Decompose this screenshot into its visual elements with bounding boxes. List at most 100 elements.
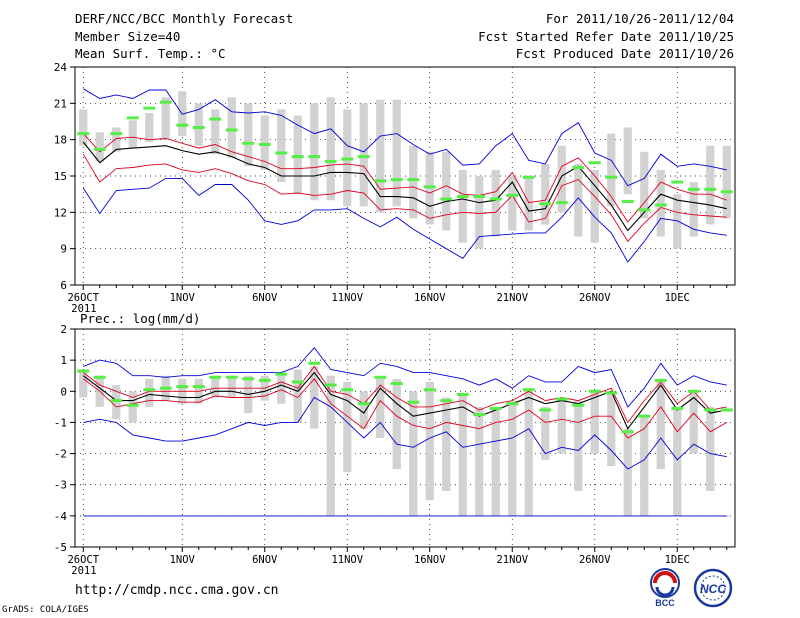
x-tick-label: 6NOV bbox=[252, 292, 278, 304]
ensemble-marker bbox=[539, 408, 552, 412]
range-bar bbox=[128, 391, 137, 423]
y-tick-label: 0 bbox=[60, 385, 67, 398]
ensemble-marker bbox=[291, 155, 304, 159]
range-bar bbox=[673, 406, 682, 516]
range-bar bbox=[409, 145, 418, 219]
ensemble-marker bbox=[390, 178, 403, 182]
ensemble-marker bbox=[555, 201, 568, 205]
ensemble-marker bbox=[357, 155, 370, 159]
range-bar bbox=[244, 103, 253, 167]
x-tick-label: 26OCT bbox=[67, 554, 99, 566]
bcc-logo-text: BCC bbox=[655, 598, 675, 608]
ensemble-marker bbox=[159, 100, 172, 104]
ensemble-marker bbox=[687, 389, 700, 393]
ensemble-marker bbox=[374, 179, 387, 183]
ensemble-marker bbox=[621, 430, 634, 434]
series-line-ensemble-mean bbox=[82, 141, 727, 232]
ensemble-marker bbox=[440, 197, 453, 201]
ensemble-marker bbox=[506, 402, 519, 406]
range-bar bbox=[359, 103, 368, 207]
range-bar bbox=[277, 109, 286, 183]
ensemble-marker bbox=[489, 197, 502, 201]
x-tick-label: 16NOV bbox=[414, 554, 446, 566]
range-bar bbox=[293, 115, 302, 195]
series-line-lower-spread bbox=[82, 153, 727, 243]
ensemble-marker bbox=[390, 382, 403, 385]
ensemble-marker bbox=[258, 378, 271, 382]
range-bar bbox=[79, 109, 88, 146]
range-bar bbox=[310, 103, 319, 201]
variable-label: Mean Surf. Temp.: °C bbox=[75, 46, 226, 61]
range-bar bbox=[326, 375, 335, 516]
range-bar bbox=[95, 132, 104, 162]
range-bar bbox=[541, 163, 550, 225]
ensemble-marker bbox=[324, 383, 337, 387]
ncc-logo-icon: NCC bbox=[693, 568, 733, 608]
ensemble-marker bbox=[687, 187, 700, 191]
range-bar bbox=[689, 391, 698, 454]
ensemble-marker bbox=[225, 128, 238, 132]
ensemble-marker bbox=[209, 375, 222, 379]
ensemble-marker bbox=[588, 161, 601, 165]
ensemble-marker bbox=[93, 375, 106, 379]
ensemble-marker bbox=[242, 141, 255, 145]
x-tick-label: 26OCT bbox=[67, 292, 99, 304]
range-bar bbox=[607, 133, 616, 207]
series-line-minimum bbox=[82, 177, 727, 263]
range-bar bbox=[541, 406, 550, 460]
ensemble-marker bbox=[126, 403, 139, 407]
series-line-upper-spread bbox=[82, 133, 727, 223]
range-bar bbox=[722, 515, 731, 517]
y-tick-label: 1 bbox=[60, 354, 67, 367]
range-bar bbox=[376, 99, 385, 213]
member-size: Member Size=40 bbox=[75, 29, 181, 44]
ensemble-marker bbox=[242, 377, 255, 381]
range-bar bbox=[227, 375, 236, 398]
ensemble-marker bbox=[654, 378, 667, 382]
range-bar bbox=[574, 400, 583, 491]
ensemble-marker bbox=[456, 195, 469, 199]
range-bar bbox=[656, 169, 665, 237]
y-tick-label: -3 bbox=[54, 479, 67, 492]
forecast-period: For 2011/10/26-2011/12/04 bbox=[545, 11, 734, 26]
grads-credit: GrADS: COLA/IGES bbox=[2, 605, 89, 615]
chart-title: DERF/NCC/BCC Monthly Forecast bbox=[75, 11, 294, 26]
ensemble-marker bbox=[176, 385, 189, 389]
range-bar bbox=[112, 127, 121, 152]
y-tick-label: 18 bbox=[54, 134, 67, 147]
x-tick-label: 21NOV bbox=[496, 554, 528, 566]
series-line-lower-spread bbox=[83, 378, 728, 439]
ensemble-marker bbox=[456, 392, 469, 396]
range-bar bbox=[79, 372, 88, 398]
range-bar bbox=[508, 176, 517, 231]
range-bar bbox=[623, 127, 632, 195]
range-bar bbox=[491, 406, 500, 516]
range-bar bbox=[227, 97, 236, 158]
y-tick-label: 21 bbox=[54, 97, 67, 110]
ensemble-marker bbox=[671, 406, 684, 410]
range-bar bbox=[491, 169, 500, 237]
range-bar bbox=[706, 145, 715, 225]
ensemble-marker bbox=[192, 126, 205, 130]
source-url[interactable]: http://cmdp.ncc.cma.gov.cn bbox=[75, 583, 279, 598]
range-bar bbox=[458, 169, 467, 243]
series-line-maximum bbox=[83, 88, 727, 187]
range-bar bbox=[475, 176, 484, 249]
ensemble-marker bbox=[275, 151, 288, 155]
range-bar bbox=[706, 406, 715, 491]
range-bar bbox=[475, 406, 484, 516]
range-bar bbox=[640, 416, 649, 516]
ensemble-marker bbox=[720, 408, 733, 412]
ensemble-marker bbox=[192, 385, 205, 389]
y-tick-label: -2 bbox=[54, 448, 67, 461]
range-bar bbox=[458, 394, 467, 516]
ensemble-marker bbox=[308, 361, 321, 365]
range-bar bbox=[392, 378, 401, 470]
ensemble-marker bbox=[489, 406, 502, 410]
ensemble-marker bbox=[341, 388, 354, 392]
range-bar bbox=[524, 176, 533, 231]
range-bar bbox=[442, 397, 451, 491]
range-bar bbox=[689, 182, 698, 237]
